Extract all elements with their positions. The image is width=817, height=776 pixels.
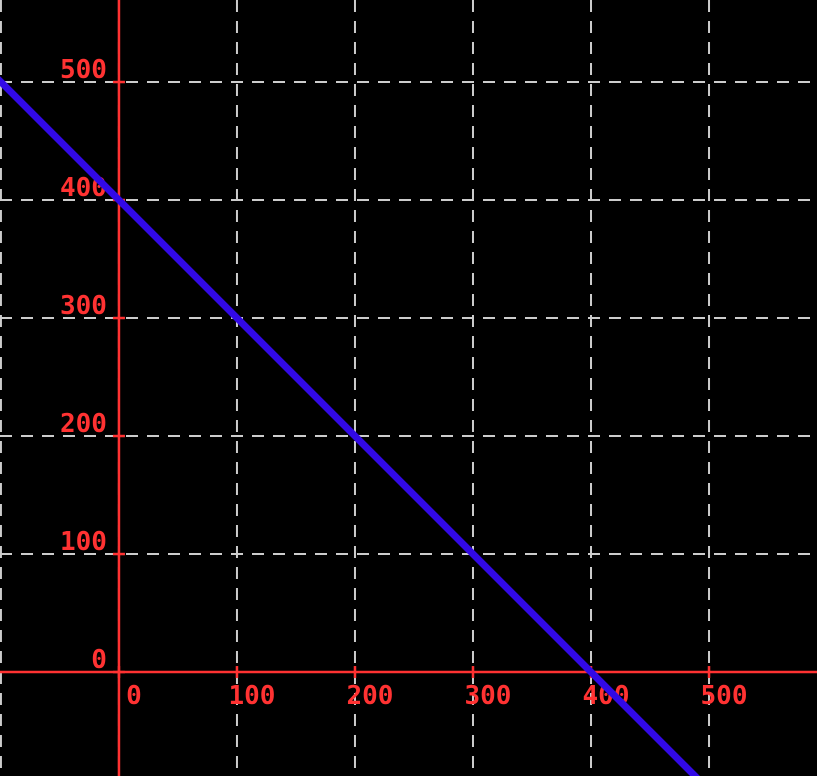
y-tick-label: 300 <box>60 291 107 321</box>
x-tick-label: 300 <box>465 681 512 711</box>
x-tick-label: 100 <box>228 681 275 711</box>
x-tick-label: 0 <box>126 681 142 711</box>
y-tick-label: 200 <box>60 409 107 439</box>
y-tick-label: 100 <box>60 527 107 557</box>
y-tick-label: 0 <box>91 645 107 675</box>
y-tick-label: 500 <box>60 55 107 85</box>
data-series-line <box>0 76 700 776</box>
x-tick-label: 200 <box>346 681 393 711</box>
x-tick-label: 500 <box>701 681 748 711</box>
